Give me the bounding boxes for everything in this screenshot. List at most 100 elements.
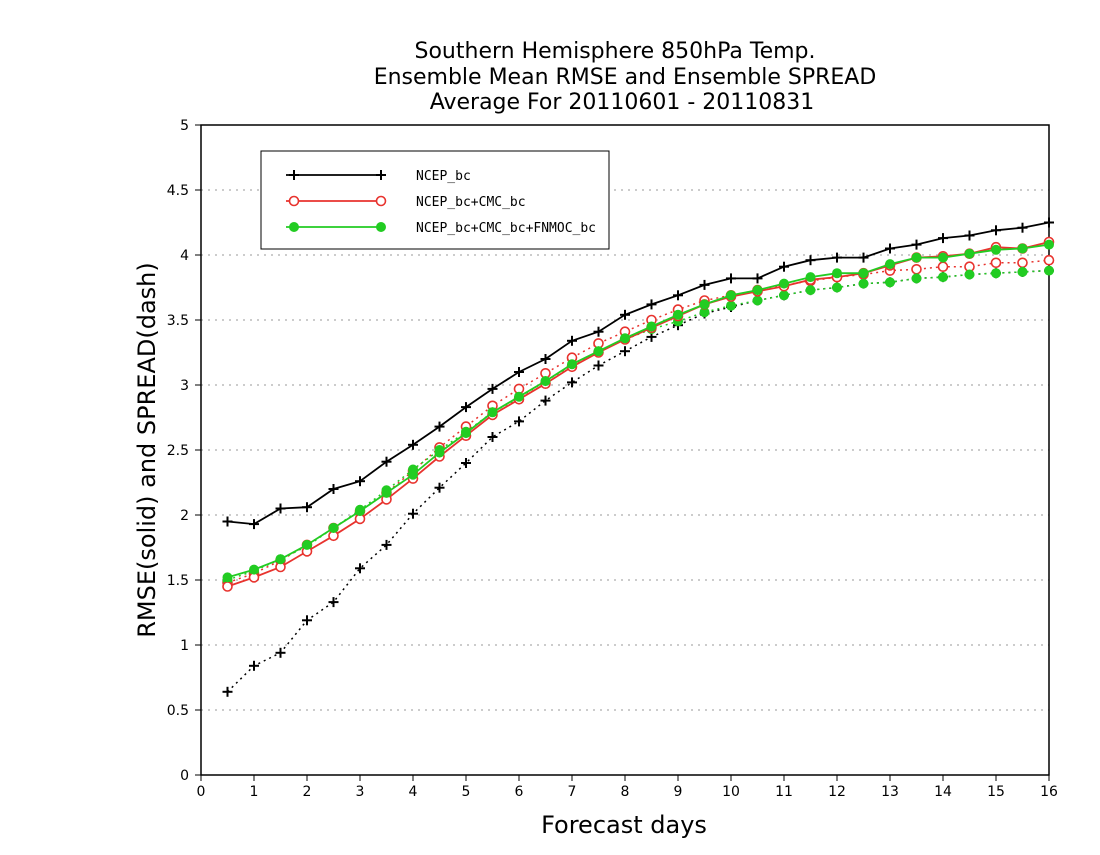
y-tick-label: 5 (180, 118, 189, 134)
series-0-spread-point (487, 432, 498, 442)
series-2-spread-point (858, 278, 869, 289)
series-2-spread-point (964, 269, 975, 280)
x-tick-label: 2 (303, 784, 312, 800)
series-0-rmse-point (408, 439, 418, 450)
grid-lines (201, 189, 1049, 711)
series-2-rmse-point (275, 554, 286, 565)
y-tick-label: 1 (180, 638, 189, 654)
series-2-spread-point (832, 282, 842, 293)
legend-label-2: NCEP_bc+CMC_bc+FNMOC_bc (416, 221, 596, 236)
series-2-rmse-point (381, 487, 392, 498)
y-tick-label: 3.5 (167, 313, 189, 329)
series-2-rmse-point (646, 321, 657, 332)
series-0-spread-point (540, 395, 551, 406)
x-tick-label: 16 (1040, 784, 1058, 800)
series-0-rmse-point (381, 456, 392, 467)
series-2-rmse-point (885, 259, 895, 270)
x-tick-label: 12 (828, 784, 846, 800)
series-0-rmse-point (964, 230, 975, 241)
x-tick-label: 0 (197, 784, 206, 800)
series-2-spread-point (885, 277, 895, 288)
series-0-rmse-point (832, 252, 842, 263)
series-2-rmse-point (752, 285, 763, 296)
x-tick-label: 11 (775, 784, 793, 800)
x-tick-label: 4 (409, 784, 418, 800)
series-1-spread-line (227, 259, 1050, 584)
series-2-rmse-point (620, 333, 630, 344)
series-2-spread-point (726, 300, 736, 311)
x-tick-label: 7 (568, 784, 577, 800)
series-0-rmse-point (885, 243, 895, 254)
legend-box (260, 150, 610, 250)
series-2-rmse-point (408, 469, 418, 480)
series-2-rmse-point (222, 572, 233, 583)
series-0-rmse-point (991, 225, 1001, 236)
series-0-rmse-point (302, 502, 312, 513)
series-2-rmse-point (673, 309, 683, 320)
series-0-rmse-point (1044, 217, 1054, 228)
series-0-rmse-point (699, 279, 710, 290)
series-0-rmse-point (249, 519, 259, 530)
series-0-rmse-point (620, 309, 630, 320)
series-2-rmse-point (991, 244, 1001, 255)
series-0-spread-point (275, 647, 286, 658)
legend-label-0: NCEP_bc (416, 169, 471, 184)
series-2-rmse-point (832, 268, 842, 279)
series-0-rmse-point (646, 299, 657, 310)
series-layer (222, 217, 1055, 697)
series-2-rmse-point (699, 299, 710, 310)
series-0-rmse-point (593, 326, 604, 337)
chart-title-line-3: Average For 20110601 - 20110831 (430, 90, 815, 115)
series-0-rmse-point (355, 476, 365, 487)
series-0-rmse-point (328, 484, 339, 494)
legend-marker-0-b (376, 170, 386, 180)
series-0-rmse-point (911, 239, 922, 250)
series-2-rmse-point (593, 346, 604, 357)
series-0-rmse-point (461, 402, 471, 413)
series-0-rmse-point (275, 503, 286, 514)
series-2-rmse-line (227, 243, 1050, 579)
series-0-spread-point (249, 660, 259, 671)
series-1-spread-point (1043, 254, 1055, 266)
x-tick-label: 5 (462, 784, 471, 800)
series-0-rmse-point (673, 290, 683, 301)
series-0-rmse-point (222, 516, 233, 527)
series-0-spread-point (434, 482, 445, 493)
series-2-rmse-point (805, 272, 816, 283)
y-tick-label: 0.5 (167, 703, 189, 719)
series-0-rmse-point (938, 233, 948, 244)
y-axis-label: RMSE(solid) and SPREAD(dash) (133, 262, 161, 638)
legend-marker-1-a (288, 195, 300, 207)
series-2-spread-point (1044, 265, 1054, 276)
series-2-spread-point (779, 290, 789, 301)
series-0-rmse-point (805, 255, 816, 266)
series-0-spread-point (593, 360, 604, 371)
series-1-rmse-point (222, 581, 233, 592)
y-tick-label: 3 (180, 378, 189, 394)
series-2-rmse-point (328, 523, 339, 533)
series-0-rmse-point (779, 261, 789, 272)
chart-title-line-2: Ensemble Mean RMSE and Ensemble SPREAD (374, 65, 877, 90)
series-2-rmse-point (1044, 239, 1054, 250)
series-0-rmse-point (540, 354, 551, 364)
series-2-rmse-point (726, 290, 736, 301)
series-0-rmse-point (1017, 222, 1028, 233)
series-2-spread-point (805, 285, 816, 296)
series-0-rmse-point (514, 367, 524, 377)
series-2-rmse-point (938, 252, 948, 263)
series-2-spread-point (1017, 266, 1028, 277)
y-tick-label: 4.5 (167, 183, 189, 199)
x-tick-label: 15 (987, 784, 1005, 800)
series-2-rmse-point (540, 376, 551, 387)
series-2-rmse-point (567, 359, 577, 370)
y-tick-label: 2 (180, 508, 189, 524)
x-tick-label: 9 (674, 784, 683, 800)
series-0-spread-point (461, 458, 471, 468)
chart-title: Southern Hemisphere 850hPa Temp. Ensembl… (374, 39, 877, 115)
series-0-rmse-point (434, 421, 445, 432)
series-2-rmse-point (911, 252, 922, 263)
series-0-rmse-point (752, 273, 763, 284)
legend-marker-2-a (289, 222, 299, 232)
legend-marker-1-b (375, 195, 387, 207)
series-0-spread-point (302, 615, 312, 626)
